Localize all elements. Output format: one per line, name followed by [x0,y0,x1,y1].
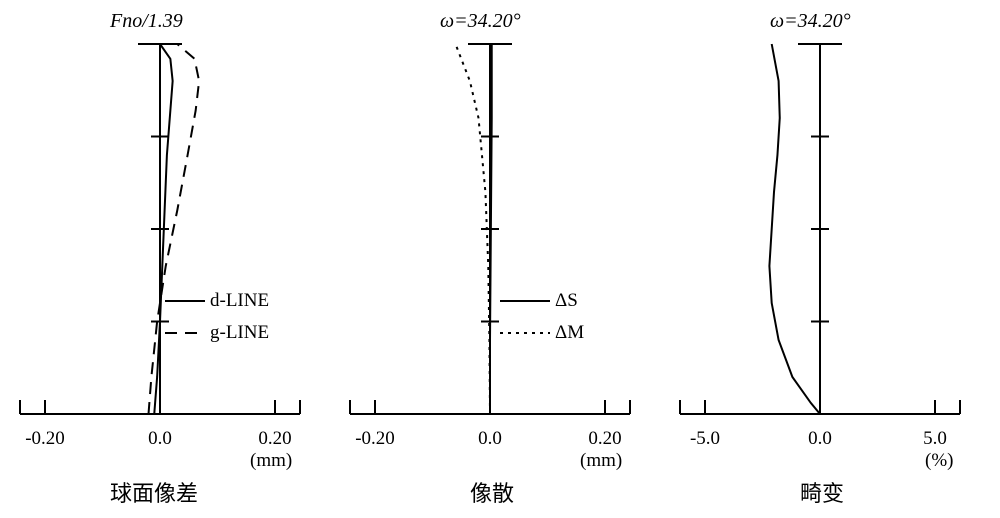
panel2-svg [340,34,660,454]
panel2-tick-2: 0.20 [588,428,621,450]
panel3-tick-0: -5.0 [690,428,720,450]
panel2-tick-0: -0.20 [355,428,395,450]
panel3-svg [670,34,990,454]
panel2-unit: (mm) [580,450,622,472]
panel3-title: ω=34.20° [770,10,851,33]
panel3-tick-1: 0.0 [808,428,832,450]
panel3-caption: 畸变 [800,476,844,508]
legend-g-line: g-LINE [210,322,269,344]
legend-delta-m: ΔM [555,322,584,344]
panel-spherical-aberration: Fno/1.39 d-LINE g-LINE -0.20 0.0 0.20 (m… [10,10,330,510]
panel1-caption: 球面像差 [110,476,198,508]
panel1-unit: (mm) [250,450,292,472]
panel-distortion: ω=34.20° -5.0 0.0 5.0 (%) 畸变 [670,10,990,510]
legend-delta-s: ΔS [555,290,578,312]
panel2-caption: 像散 [470,476,514,508]
panel1-svg [10,34,330,454]
panel3-unit: (%) [925,450,953,472]
panel1-tick-1: 0.0 [148,428,172,450]
panel-astigmatism: ω=34.20° ΔS ΔM -0.20 0.0 0.20 (mm) 像散 [340,10,660,510]
panel2-title: ω=34.20° [440,10,521,33]
panel1-tick-0: -0.20 [25,428,65,450]
panel3-tick-2: 5.0 [923,428,947,450]
panel1-title: Fno/1.39 [110,10,183,33]
panel1-tick-2: 0.20 [258,428,291,450]
panel2-tick-1: 0.0 [478,428,502,450]
legend-d-line: d-LINE [210,290,269,312]
